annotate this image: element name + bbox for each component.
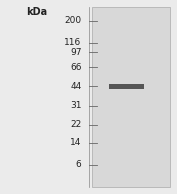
Text: kDa: kDa — [26, 7, 47, 17]
Bar — [92, 7, 170, 187]
Text: 97: 97 — [70, 48, 82, 57]
Text: 31: 31 — [70, 101, 82, 110]
Text: 14: 14 — [70, 138, 82, 147]
Text: 200: 200 — [64, 16, 82, 25]
Text: 116: 116 — [64, 38, 82, 47]
Text: 44: 44 — [70, 82, 82, 91]
Text: 6: 6 — [76, 160, 82, 169]
Text: 66: 66 — [70, 63, 82, 72]
Bar — [109, 84, 144, 89]
Text: 22: 22 — [70, 120, 82, 129]
